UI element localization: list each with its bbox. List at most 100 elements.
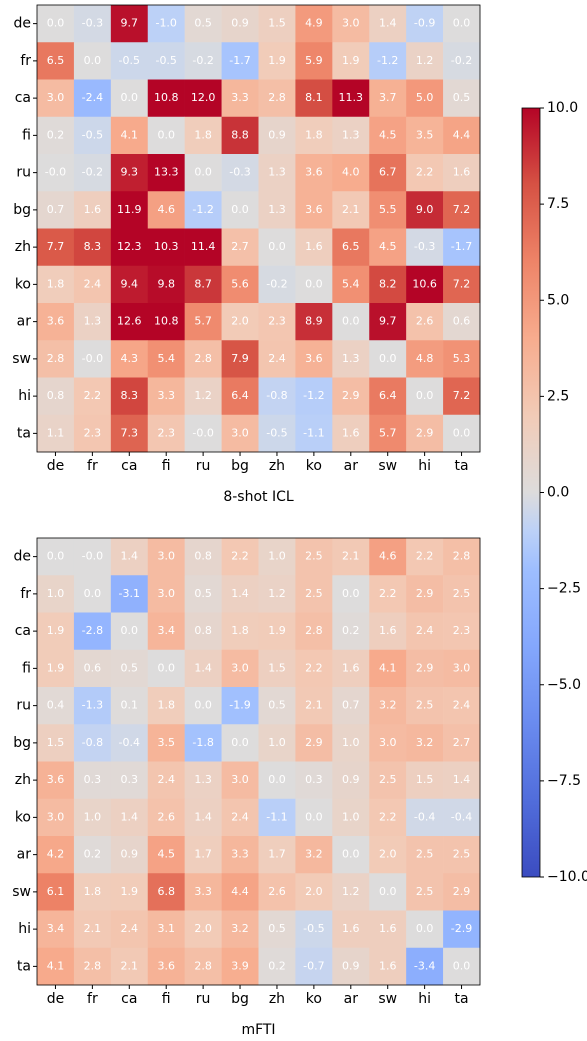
heatmap-cell bbox=[110, 191, 149, 229]
cell-label: 0.5 bbox=[268, 699, 286, 712]
heatmap-cell bbox=[406, 649, 444, 688]
cell-label: -0.0 bbox=[45, 166, 66, 179]
cell-label: 4.4 bbox=[453, 128, 471, 141]
cell-label: -0.4 bbox=[451, 810, 472, 823]
cell-label: 4.5 bbox=[157, 848, 175, 861]
heatmap-cell bbox=[37, 265, 75, 304]
cell-label: -1.2 bbox=[377, 54, 398, 67]
heatmap-cell bbox=[147, 873, 185, 911]
heatmap-cell bbox=[295, 154, 333, 192]
heatmap-cell bbox=[406, 377, 444, 416]
cell-label: 11.9 bbox=[117, 203, 142, 216]
cell-label: 0.1 bbox=[121, 699, 139, 712]
heatmap-cell bbox=[110, 910, 149, 949]
cell-label: 2.3 bbox=[157, 426, 175, 439]
cell-label: 2.4 bbox=[268, 352, 286, 365]
cell-label: 0.6 bbox=[84, 661, 102, 674]
cell-label: -1.0 bbox=[155, 17, 176, 30]
cell-label: 1.0 bbox=[268, 736, 286, 749]
cell-label: -0.2 bbox=[451, 54, 472, 67]
heatmap-cell bbox=[406, 612, 444, 651]
x-tick-label: fr bbox=[87, 458, 98, 474]
cell-label: 0.0 bbox=[157, 661, 175, 674]
heatmap-cell bbox=[184, 836, 222, 874]
cell-label: 0.7 bbox=[342, 699, 360, 712]
heatmap-cell bbox=[110, 649, 149, 688]
cell-label: 1.9 bbox=[47, 661, 65, 674]
cell-label: 6.4 bbox=[379, 389, 397, 402]
heatmap-cell bbox=[332, 687, 370, 725]
cell-label: -1.1 bbox=[303, 426, 324, 439]
heatmap-cell bbox=[37, 42, 75, 80]
cell-label: -0.7 bbox=[303, 959, 324, 972]
cell-label: 3.7 bbox=[379, 91, 397, 104]
heatmap-cell bbox=[147, 5, 185, 43]
cell-label: -1.3 bbox=[82, 699, 103, 712]
x-tick-label: ca bbox=[121, 991, 137, 1007]
cell-label: 0.9 bbox=[342, 773, 360, 786]
cell-label: 3.0 bbox=[47, 810, 65, 823]
heatmap-cell bbox=[147, 340, 185, 378]
heatmap-cell bbox=[110, 303, 149, 341]
heatmap-cell bbox=[73, 79, 112, 118]
cell-label: 0.0 bbox=[268, 773, 286, 786]
cell-label: -1.2 bbox=[192, 203, 213, 216]
cell-label: 1.8 bbox=[231, 624, 249, 637]
cell-label: 0.3 bbox=[84, 773, 102, 786]
cell-label: 1.6 bbox=[379, 624, 397, 637]
cell-label: -2.9 bbox=[451, 922, 472, 935]
cell-label: 1.8 bbox=[157, 699, 175, 712]
heatmap-cell bbox=[443, 414, 481, 453]
cell-label: 1.7 bbox=[194, 848, 212, 861]
cell-label: 2.8 bbox=[453, 550, 471, 563]
cell-label: 0.0 bbox=[157, 128, 175, 141]
heatmap-cell bbox=[443, 265, 481, 304]
cell-label: 3.4 bbox=[157, 624, 175, 637]
cell-label: -0.5 bbox=[266, 426, 287, 439]
cell-label: 2.2 bbox=[416, 550, 434, 563]
x-tick-label: ar bbox=[344, 991, 359, 1007]
cell-label: 5.9 bbox=[305, 54, 323, 67]
cell-label: 3.6 bbox=[305, 166, 323, 179]
heatmap-cell bbox=[110, 414, 149, 453]
heatmap-cell bbox=[184, 228, 222, 267]
cell-label: 1.3 bbox=[84, 315, 102, 328]
cell-label: 0.9 bbox=[121, 848, 139, 861]
heatmap-cell bbox=[443, 873, 481, 911]
heatmap-cell bbox=[258, 761, 296, 800]
heatmap-cell bbox=[147, 724, 185, 762]
heatmap-cell bbox=[73, 265, 112, 304]
heatmap-cell bbox=[221, 798, 259, 837]
heatmap-cell bbox=[406, 947, 444, 986]
cell-label: 2.1 bbox=[342, 550, 360, 563]
cell-label: 4.4 bbox=[231, 885, 249, 898]
cell-label: 8.7 bbox=[194, 277, 212, 290]
heatmap-cell bbox=[295, 724, 333, 762]
cell-label: 2.6 bbox=[157, 810, 175, 823]
heatmap-cell bbox=[332, 377, 370, 416]
cell-label: 2.4 bbox=[416, 624, 434, 637]
heatmap-cell bbox=[73, 947, 112, 986]
heatmap-cell bbox=[73, 798, 112, 837]
heatmap-cell bbox=[73, 228, 112, 267]
heatmap-cell bbox=[37, 836, 75, 874]
x-tick-label: ta bbox=[455, 991, 469, 1007]
cell-label: 1.6 bbox=[379, 922, 397, 935]
cell-label: 2.4 bbox=[453, 699, 471, 712]
cell-label: 1.6 bbox=[342, 426, 360, 439]
cell-label: 2.5 bbox=[305, 587, 323, 600]
cell-label: 3.1 bbox=[157, 922, 175, 935]
heatmap-cell bbox=[221, 575, 259, 613]
cell-label: 1.6 bbox=[84, 203, 102, 216]
y-tick-label: fi bbox=[22, 127, 31, 143]
cell-label: 0.8 bbox=[194, 550, 212, 563]
cell-label: 1.2 bbox=[194, 389, 212, 402]
cell-label: 2.4 bbox=[157, 773, 175, 786]
heatmap-cell bbox=[332, 798, 370, 837]
heatmap-cell bbox=[110, 947, 149, 986]
y-tick-label: ar bbox=[17, 847, 32, 863]
cell-label: -0.9 bbox=[414, 17, 435, 30]
cell-label: 1.9 bbox=[342, 54, 360, 67]
heatmap-cell bbox=[369, 761, 407, 800]
heatmap-cell bbox=[110, 612, 149, 651]
